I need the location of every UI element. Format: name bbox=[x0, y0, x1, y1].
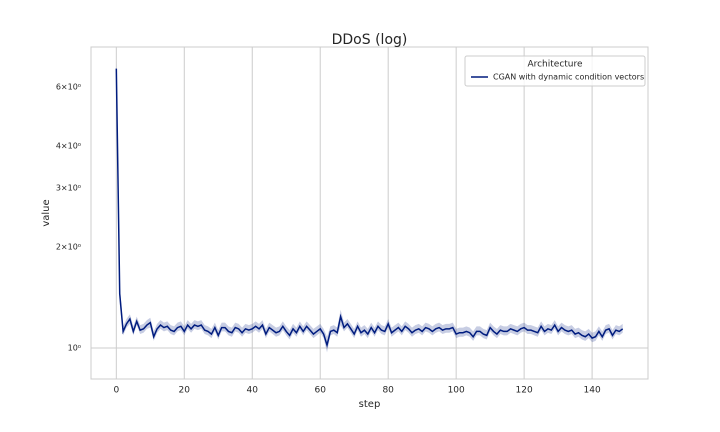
legend-title: Architecture bbox=[527, 60, 583, 70]
legend-box bbox=[464, 55, 646, 87]
x-tick-label: 120 bbox=[516, 386, 533, 396]
x-tick-label: 20 bbox=[179, 386, 191, 396]
x-axis-label: step bbox=[359, 399, 381, 410]
confidence-band bbox=[116, 60, 623, 353]
x-tick-label: 0 bbox=[113, 386, 119, 396]
chart-title: DDoS (log) bbox=[332, 32, 408, 48]
x-tick-label: 60 bbox=[314, 386, 326, 396]
y-tick-label: 4×10⁰ bbox=[56, 141, 81, 150]
x-tick-label: 80 bbox=[382, 386, 394, 396]
legend: Architecture CGAN with dynamic condition… bbox=[464, 55, 646, 87]
marks bbox=[115, 60, 624, 353]
y-tick-label: 3×10⁰ bbox=[56, 183, 81, 192]
y-axis-label: value bbox=[41, 199, 52, 226]
line bbox=[115, 68, 624, 348]
x-tick-label: 100 bbox=[448, 386, 465, 396]
y-tick-label: 2×10⁰ bbox=[56, 242, 81, 251]
x-tick-label: 40 bbox=[247, 386, 259, 396]
y-tick-label: 10⁰ bbox=[68, 343, 81, 352]
legend-label: CGAN with dynamic condition vectors bbox=[493, 73, 644, 82]
x-tick-label: 140 bbox=[584, 386, 601, 396]
y-tick-label: 6×10⁰ bbox=[56, 82, 81, 91]
